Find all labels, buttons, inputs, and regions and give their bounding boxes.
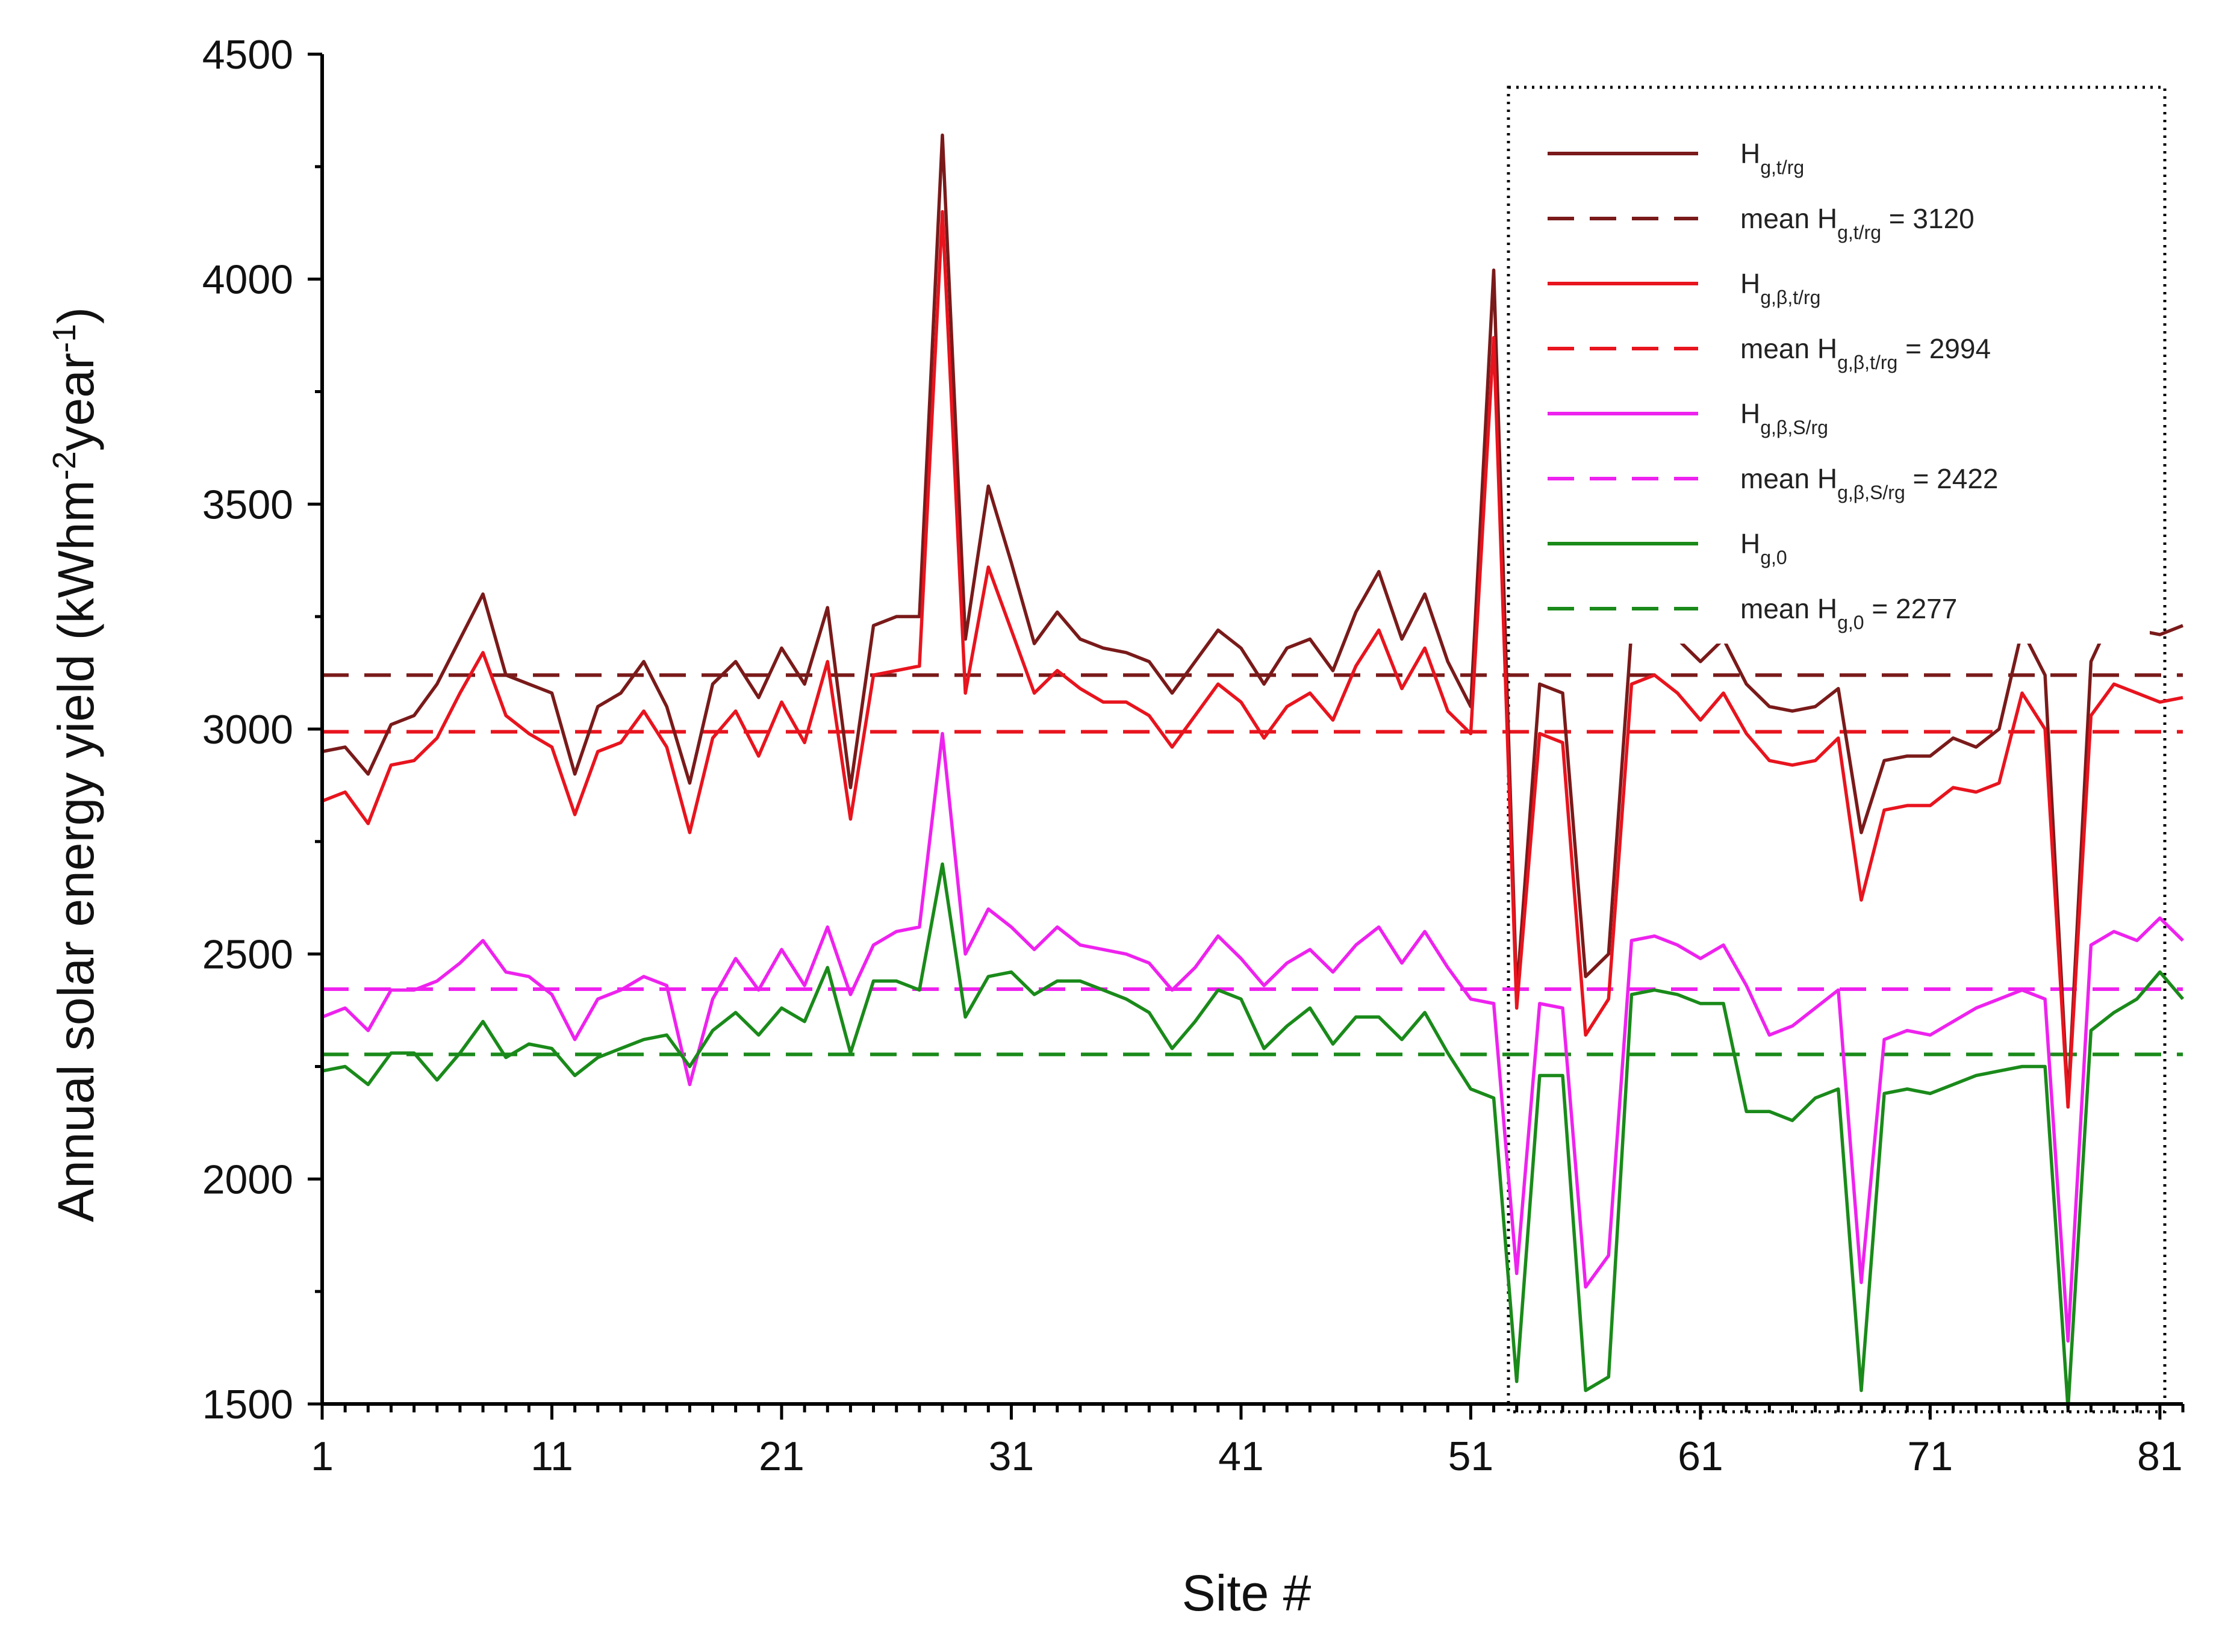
y-tick-label: 1500 (202, 1382, 293, 1427)
series-line (321, 210, 2183, 1109)
legend: Hg,t/rg mean Hg,t/rg = 3120 Hg,β,t/rg mean … (1536, 117, 2150, 644)
y-axis-title-main: Annual solar energy yield (kWhm (48, 480, 104, 1222)
legend-label: Hg,β,S/rg (1740, 398, 1828, 438)
x-tick-label: 21 (759, 1433, 805, 1479)
y-tick-label: 2000 (202, 1157, 293, 1202)
y-tick-label: 2500 (202, 932, 293, 978)
legend-label: mean Hg,β,S/rg = 2422 (1740, 463, 1999, 503)
legend-label: Hg,t/rg (1740, 138, 1804, 178)
series-line (322, 133, 2184, 1105)
y-tick-label: 4500 (202, 32, 293, 78)
y-axis-title-exp1: -2 (46, 451, 82, 480)
x-tick-label: 31 (989, 1433, 1035, 1479)
series-line (321, 731, 2184, 1343)
legend-label: mean Hg,0 = 2277 (1740, 593, 1957, 633)
legend-label: mean Hg,β,t/rg = 2994 (1740, 333, 1991, 373)
x-tick-label: 51 (1448, 1433, 1494, 1479)
y-tick-label: 3000 (202, 707, 293, 753)
series-lines (321, 133, 2185, 1411)
x-tick-label: 81 (2137, 1433, 2183, 1479)
series-line (322, 862, 2185, 1411)
y-axis-title-exp2: -1 (46, 324, 82, 353)
y-axis-title-close: ) (48, 307, 104, 324)
y-tick-label: 3500 (202, 482, 293, 527)
legend-label: mean Hg,t/rg = 3120 (1740, 203, 1975, 243)
x-tick-label: 61 (1678, 1433, 1723, 1479)
x-tick-label: 11 (531, 1433, 573, 1479)
y-axis-title-year: year (48, 353, 104, 451)
legend-background (1536, 117, 2150, 644)
x-tick-label: 71 (1908, 1433, 1953, 1479)
y-axis-title: Annual solar energy yield (kWhm-2year-1) (46, 307, 104, 1222)
legend-label: Hg,0 (1740, 528, 1787, 568)
x-tick-label: 41 (1218, 1433, 1264, 1479)
x-axis-title: Site # (1182, 1565, 1312, 1621)
legend-label: Hg,β,t/rg (1740, 268, 1820, 308)
y-tick-label: 4000 (202, 257, 293, 303)
x-tick-label: 1 (311, 1433, 334, 1479)
